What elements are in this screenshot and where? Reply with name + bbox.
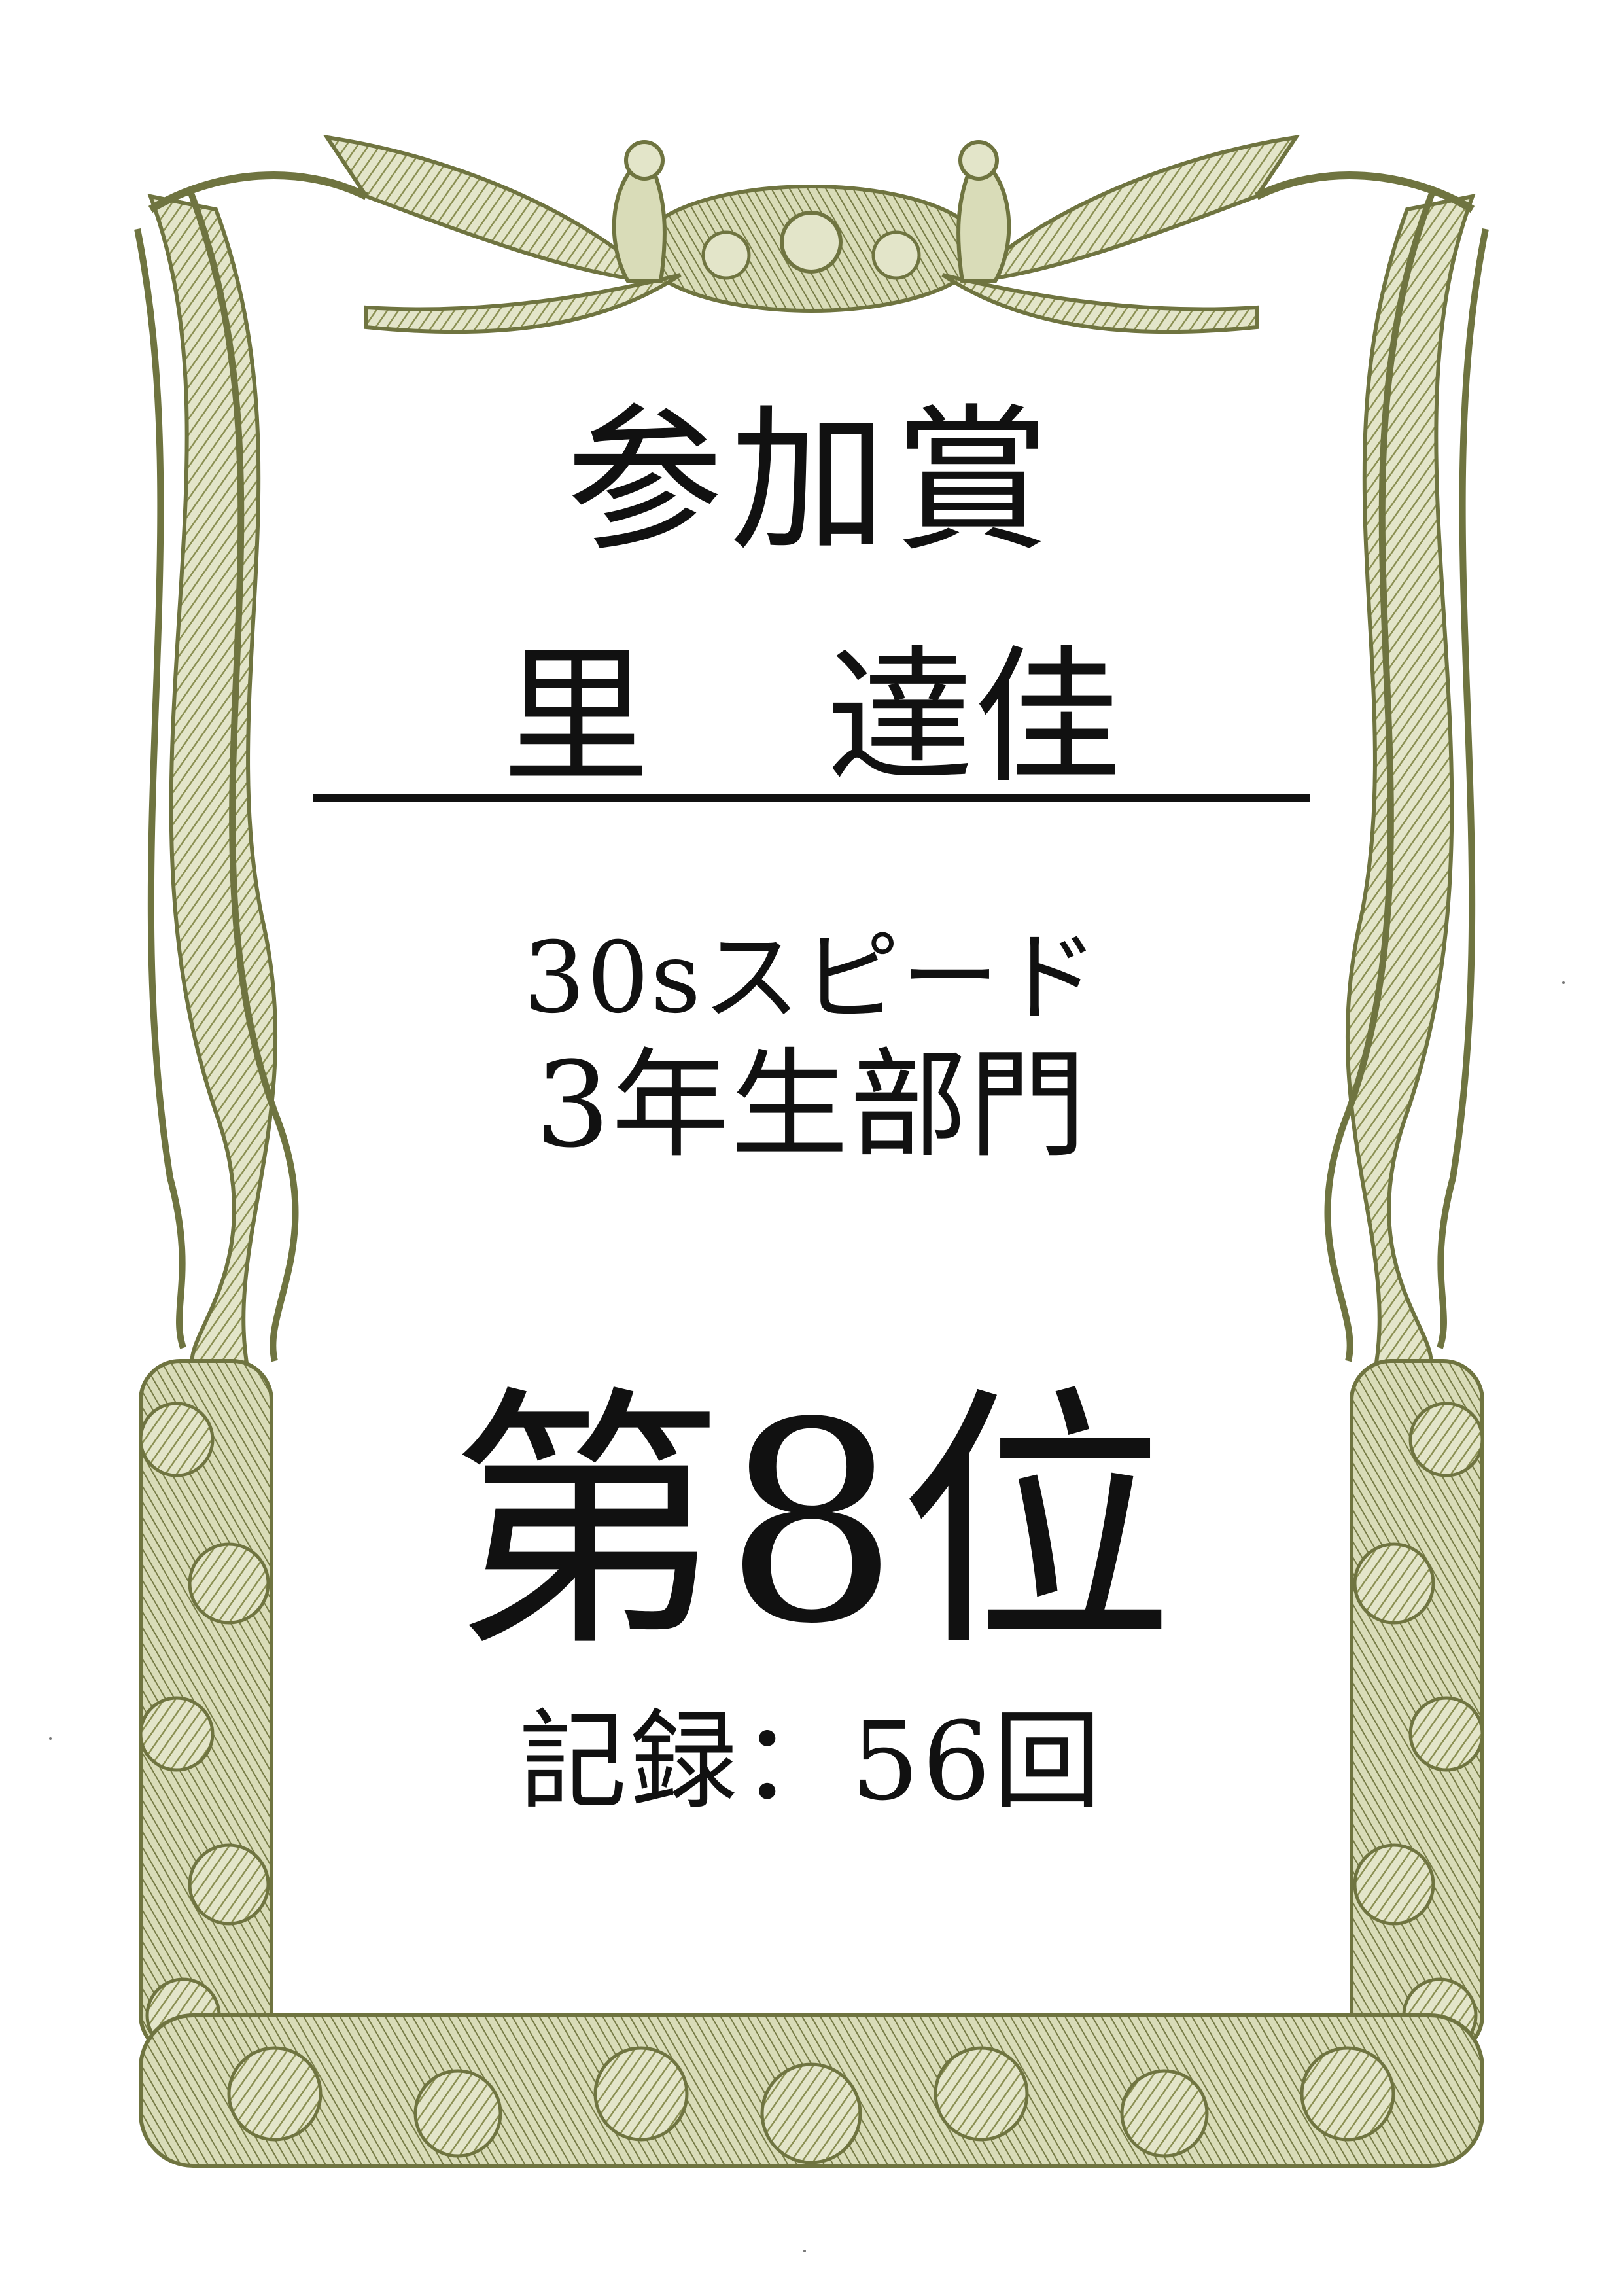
- cloud-ornament: [639, 185, 983, 313]
- name-underline: [313, 794, 1310, 802]
- paper-speck: [49, 1737, 52, 1740]
- event-name: 30sスピード: [523, 921, 1100, 1035]
- division-name: 3年生部門: [535, 1037, 1088, 1174]
- recipient-given-name: 達佳: [826, 632, 1121, 804]
- rank-placement: 第8位: [449, 1364, 1174, 1684]
- right-phoenix-ornament: [941, 135, 1475, 334]
- paper-speck: [1562, 981, 1565, 984]
- recipient-family-name: 里: [502, 632, 650, 804]
- paper-speck: [803, 2250, 806, 2252]
- award-title: 参加賞: [566, 389, 1057, 573]
- left-phoenix-ornament: [148, 135, 682, 334]
- recipient-name: 里達佳: [0, 645, 1623, 792]
- left-feather-band: [134, 188, 299, 1376]
- bottom-floral-band: [139, 2013, 1484, 2168]
- record-result: 記録：56回: [519, 1699, 1104, 1824]
